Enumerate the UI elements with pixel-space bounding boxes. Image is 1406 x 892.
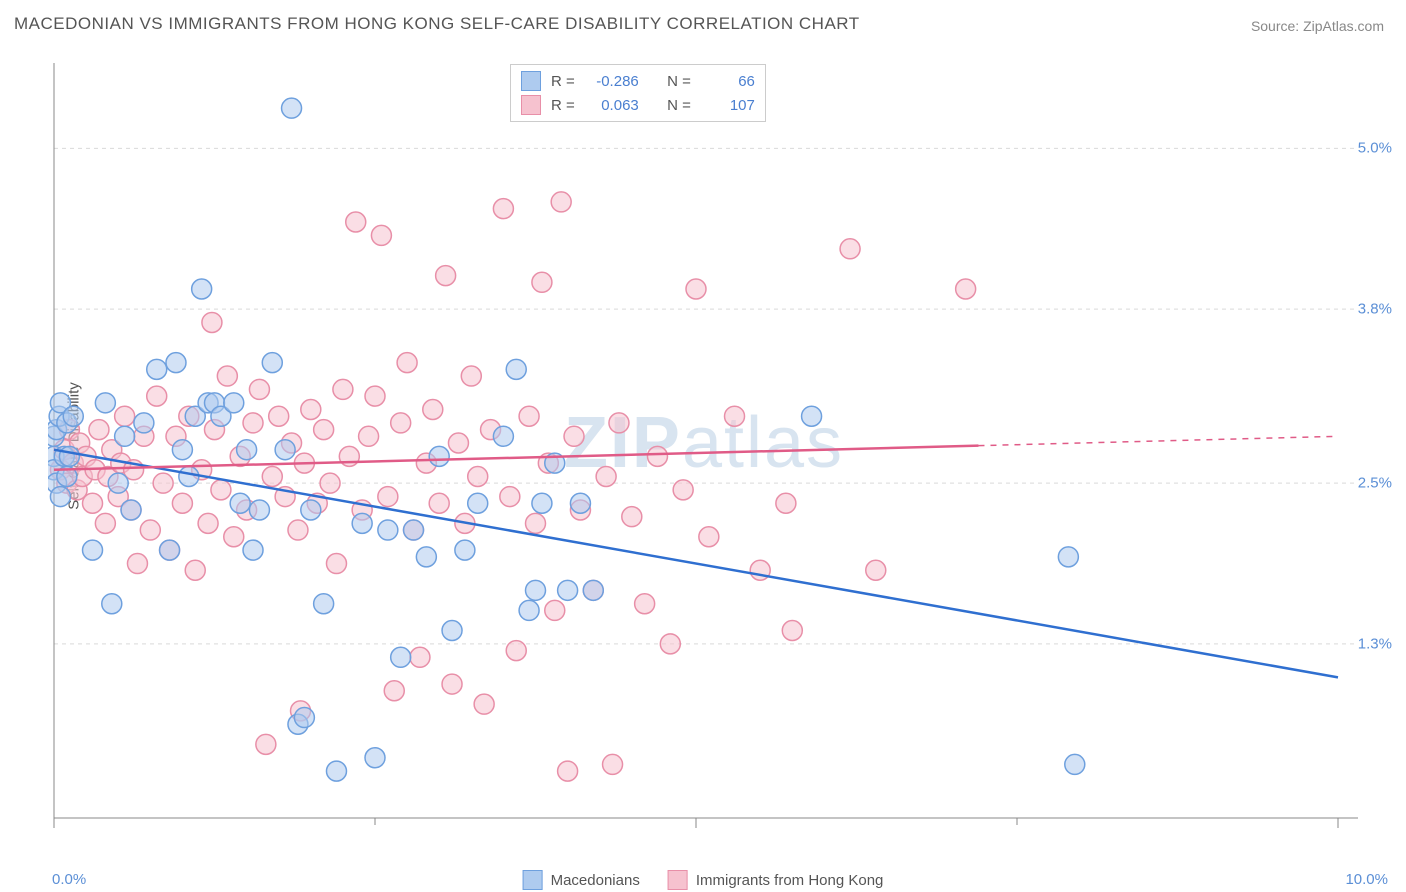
n-value: 107	[701, 97, 755, 114]
chart-container: MACEDONIAN VS IMMIGRANTS FROM HONG KONG …	[0, 0, 1406, 892]
n-value: 66	[701, 73, 755, 90]
legend-item: Macedonians	[523, 870, 640, 890]
r-label: R =	[551, 97, 575, 114]
r-value: -0.286	[585, 73, 639, 90]
source-prefix: Source:	[1251, 18, 1303, 34]
n-label: N =	[667, 97, 691, 114]
legend-label: Macedonians	[551, 872, 640, 889]
source-link[interactable]: ZipAtlas.com	[1303, 18, 1384, 34]
y-tick-label: 3.8%	[1358, 301, 1392, 318]
source-attribution: Source: ZipAtlas.com	[1251, 18, 1384, 34]
correlation-row: R = 0.063 N = 107	[521, 93, 755, 117]
chart-area: ZIPatlas R =-0.286 N =66R =0.063 N =107	[48, 58, 1360, 828]
r-value: 0.063	[585, 97, 639, 114]
legend-swatch	[521, 71, 541, 91]
legend-swatch	[523, 870, 543, 890]
y-tick-label: 2.5%	[1358, 475, 1392, 492]
y-tick-label: 5.0%	[1358, 140, 1392, 157]
chart-title: MACEDONIAN VS IMMIGRANTS FROM HONG KONG …	[14, 14, 860, 34]
correlation-row: R = -0.286 N = 66	[521, 69, 755, 93]
x-axis-max-label: 10.0%	[1345, 871, 1388, 888]
scatter-plot	[48, 58, 1360, 828]
legend-swatch	[668, 870, 688, 890]
n-label: N =	[667, 73, 691, 90]
x-axis-min-label: 0.0%	[52, 871, 86, 888]
r-label: R =	[551, 73, 575, 90]
legend-item: Immigrants from Hong Kong	[668, 870, 884, 890]
legend-swatch	[521, 95, 541, 115]
legend-label: Immigrants from Hong Kong	[696, 872, 884, 889]
y-tick-label: 1.3%	[1358, 635, 1392, 652]
series-legend: Macedonians Immigrants from Hong Kong	[523, 870, 884, 890]
correlation-legend: R = -0.286 N = 66 R = 0.063 N = 107	[510, 64, 766, 122]
